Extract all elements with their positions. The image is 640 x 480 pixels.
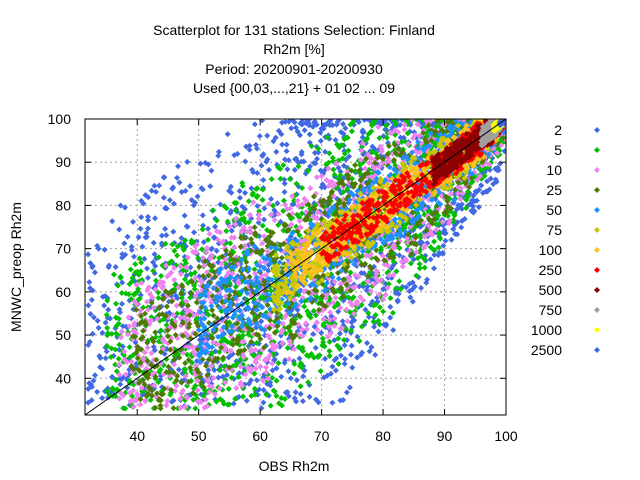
title-line-1: Scatterplot for 131 stations Selection: …: [153, 22, 435, 38]
y-tick-label: 80: [55, 197, 71, 213]
legend-label-10: 10: [546, 162, 562, 178]
legend-marker-50: [594, 207, 600, 213]
y-axis-ticks: 40 50 60 70 80 90 100: [48, 111, 506, 386]
legend-marker-100: [594, 247, 600, 253]
legend-label-25: 25: [546, 182, 562, 198]
x-tick-label: 40: [129, 428, 145, 444]
points-5: [103, 119, 506, 412]
legend-label-750: 750: [539, 302, 563, 318]
y-tick-label: 70: [55, 241, 71, 257]
title-line-3: Period: 20200901-20200930: [205, 61, 383, 77]
x-tick-label: 100: [494, 428, 518, 444]
legend-marker-1000: [594, 327, 600, 333]
legend-label-100: 100: [539, 242, 563, 258]
legend-label-1000: 1000: [531, 322, 562, 338]
legend-label-2500: 2500: [531, 342, 562, 358]
legend-marker-750: [594, 307, 600, 313]
x-tick-label: 70: [314, 428, 330, 444]
legend-marker-2500: [594, 347, 600, 353]
legend-label-500: 500: [539, 282, 563, 298]
data-points: [85, 119, 506, 412]
y-axis-label: MNWC_preop Rh2m: [8, 202, 24, 332]
legend-label-2: 2: [554, 122, 562, 138]
title-line-4: Used {00,03,...,21} + 01 02 ... 09: [193, 80, 395, 96]
y-tick-label: 40: [55, 370, 71, 386]
y-tick-label: 90: [55, 154, 71, 170]
series-2500: [496, 119, 506, 128]
title-line-2: Rh2m [%]: [263, 41, 324, 57]
y-tick-label: 100: [48, 111, 72, 127]
legend-marker-250: [594, 267, 600, 273]
y-tick-label: 50: [55, 327, 71, 343]
legend-label-5: 5: [554, 142, 562, 158]
x-tick-label: 80: [375, 428, 391, 444]
chart-title: Scatterplot for 131 stations Selection: …: [153, 22, 435, 96]
x-tick-label: 90: [437, 428, 453, 444]
legend-marker-10: [594, 167, 600, 173]
x-axis-ticks: 40 50 60 70 80 90 100: [129, 119, 518, 444]
x-tick-label: 50: [191, 428, 207, 444]
legend-marker-2: [594, 127, 600, 133]
x-tick-label: 60: [252, 428, 268, 444]
legend-marker-5: [594, 147, 600, 153]
y-tick-label: 60: [55, 284, 71, 300]
legend-marker-25: [594, 187, 600, 193]
legend-label-75: 75: [546, 222, 562, 238]
legend-marker-500: [594, 287, 600, 293]
plot-frame: [84, 118, 507, 416]
legend-label-250: 250: [539, 262, 563, 278]
x-axis-label: OBS Rh2m: [259, 458, 330, 474]
points-2500: [496, 119, 506, 128]
legend-label-50: 50: [546, 202, 562, 218]
series-5: [103, 119, 506, 412]
legend-marker-75: [594, 227, 600, 233]
diagonal-reference-line: [84, 118, 507, 416]
